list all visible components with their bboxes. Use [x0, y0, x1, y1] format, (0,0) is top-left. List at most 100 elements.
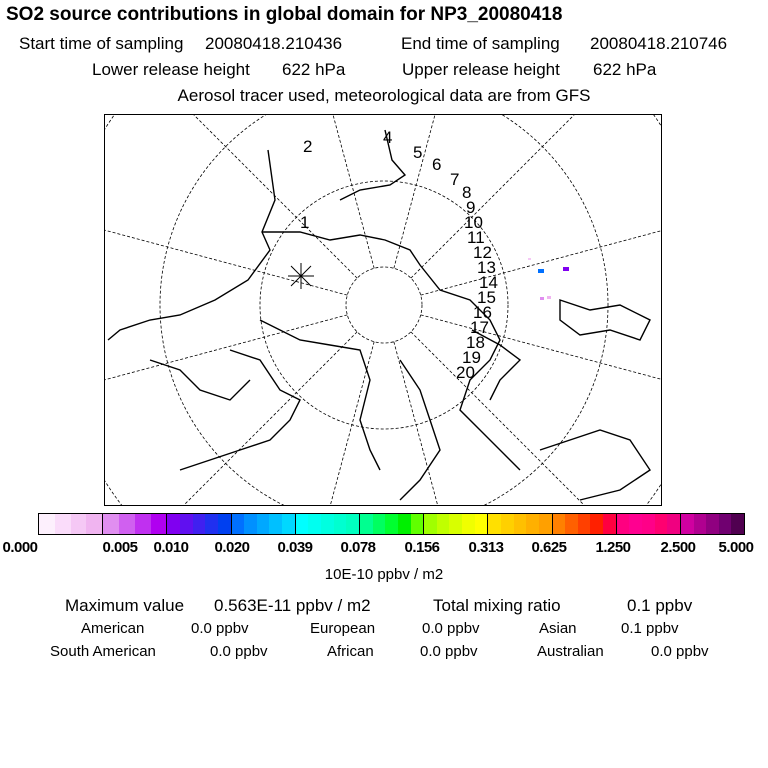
colorbar-tick-label: 0.313 [468, 539, 504, 556]
track-label: 5 [413, 143, 422, 162]
region-value: 0.0 ppbv [422, 620, 480, 637]
colorbar-segment [39, 514, 104, 534]
longitude-line [192, 114, 358, 279]
latitude-circle [159, 114, 609, 506]
colorbar-tick-label: 0.078 [340, 539, 376, 556]
colorbar-swatch [449, 514, 463, 534]
colorbar-swatch [54, 514, 71, 534]
longitude-line [329, 341, 375, 506]
longitude-line [104, 229, 348, 296]
colorbar-swatch [86, 514, 103, 534]
colorbar-swatch [180, 514, 193, 534]
colorbar-segment [552, 514, 617, 534]
colorbar-swatch [526, 514, 539, 534]
upper-height-label: Upper release height [402, 60, 560, 79]
track-label: 8 [462, 183, 471, 202]
start-time-value: 20080418.210436 [205, 34, 343, 53]
longitude-line [104, 314, 348, 381]
track-label: 20 [456, 363, 475, 382]
colorbar-segment [231, 514, 296, 534]
colorbar-swatch [205, 514, 218, 534]
track-label: 11 [467, 228, 485, 247]
tracer-note: Aerosol tracer used, meteorological data… [177, 86, 591, 105]
colorbar-swatch [680, 514, 694, 534]
colorbar-swatch [538, 514, 552, 534]
colorbar-segment [295, 514, 360, 534]
colorbar-segment [616, 514, 681, 534]
colorbar-swatch [706, 514, 719, 534]
track-label: 4 [383, 128, 392, 147]
colorbar-swatch [488, 514, 501, 534]
colorbar-swatch [718, 514, 732, 534]
release-marker [288, 263, 314, 289]
region-name: South American [50, 643, 156, 660]
concentration-spot [563, 267, 569, 271]
track-label: 19 [462, 348, 481, 367]
colorbar-segment [424, 514, 489, 534]
colorbar-swatch [424, 514, 437, 534]
colorbar-swatch [629, 514, 642, 534]
colorbar-swatch [256, 514, 270, 534]
lower-height-label: Lower release height [92, 60, 250, 79]
track-label: 7 [450, 170, 459, 189]
colorbar-swatch [346, 514, 359, 534]
track-label: 10 [464, 213, 483, 232]
region-value: 0.0 ppbv [210, 643, 268, 660]
colorbar-swatch [192, 514, 206, 534]
end-time-value: 20080418.210746 [590, 34, 728, 53]
colorbar-swatch [372, 514, 386, 534]
colorbar-swatch [513, 514, 527, 534]
region-name: African [327, 643, 374, 660]
colorbar-swatch [500, 514, 514, 534]
region-value: 0.0 ppbv [191, 620, 249, 637]
track-label: 6 [432, 155, 441, 174]
colorbar-swatch [667, 514, 680, 534]
lower-height-value: 622 hPa [282, 60, 346, 79]
region-value: 0.0 ppbv [651, 643, 709, 660]
colorbar-units: 10E-10 ppbv / m2 [324, 566, 444, 583]
map-frame [104, 114, 662, 506]
plot-title: SO2 source contributions in global domai… [6, 4, 563, 25]
colorbar-tick-label: 5.000 [718, 539, 754, 556]
colorbar-swatch [565, 514, 578, 534]
track-label: 9 [466, 198, 475, 217]
colorbar-swatch [118, 514, 135, 534]
max-value-label: Maximum value [65, 596, 185, 615]
track-label: 2 [303, 137, 312, 156]
longitude-line [410, 114, 576, 279]
graticule [104, 114, 662, 506]
track-label: 12 [473, 243, 492, 262]
colorbar-swatch [359, 514, 373, 534]
colorbar-swatch [577, 514, 591, 534]
colorbar-swatch [616, 514, 630, 534]
colorbar-swatch [333, 514, 347, 534]
track-label: 15 [477, 288, 496, 307]
colorbar-swatch [244, 514, 257, 534]
colorbar-swatch [282, 514, 295, 534]
region-value: 0.0 ppbv [420, 643, 478, 660]
longitude-line [332, 114, 375, 269]
colorbar-swatch [693, 514, 707, 534]
colorbar-tick-label: 0.020 [214, 539, 250, 556]
colorbar-swatch [269, 514, 283, 534]
colorbar-tick-label: 1.250 [595, 539, 631, 556]
concentration-spot [528, 258, 531, 260]
colorbar-segment [167, 514, 232, 534]
colorbar-swatch [552, 514, 566, 534]
total-mixing-value: 0.1 ppbv [627, 596, 693, 615]
coastlines [107, 129, 651, 501]
region-name: Asian [539, 620, 577, 637]
colorbar-swatch [217, 514, 231, 534]
colorbar-swatch [410, 514, 424, 534]
colorbar-tick-label: 0.156 [404, 539, 440, 556]
region-name: Australian [537, 643, 604, 660]
region-value: 0.1 ppbv [621, 620, 679, 637]
colorbar-swatch [134, 514, 151, 534]
colorbar-swatch [654, 514, 668, 534]
colorbar-swatch [295, 514, 309, 534]
longitude-line [182, 331, 358, 506]
latitude-circle [259, 180, 509, 430]
colorbar-swatch [150, 514, 167, 534]
